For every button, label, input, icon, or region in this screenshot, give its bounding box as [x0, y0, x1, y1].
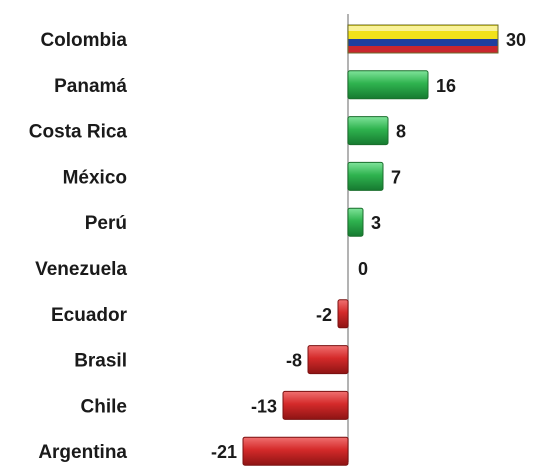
- category-label-colombia: Colombia: [40, 30, 127, 51]
- value-label-argentina: -21: [211, 442, 237, 462]
- category-label-argentina: Argentina: [38, 442, 127, 463]
- value-label-panama: 16: [436, 76, 456, 96]
- category-label-ecuador: Ecuador: [51, 305, 128, 326]
- category-label-brasil: Brasil: [74, 351, 127, 372]
- value-label-mexico: 7: [391, 167, 401, 187]
- value-label-costa-rica: 8: [396, 122, 406, 142]
- category-label-venezuela: Venezuela: [35, 259, 127, 280]
- bar-costa-rica: [347, 116, 389, 146]
- value-label-colombia: 30: [506, 30, 526, 50]
- value-label-venezuela: 0: [358, 259, 368, 279]
- value-label-ecuador: -2: [316, 305, 332, 325]
- bar-brasil: [307, 345, 349, 375]
- value-label-brasil: -8: [286, 351, 302, 371]
- bar-colombia: [347, 24, 499, 54]
- bar-chile: [282, 390, 349, 420]
- bar-panama: [347, 70, 429, 100]
- category-label-peru: Perú: [85, 213, 127, 234]
- bar-peru: [347, 207, 364, 237]
- category-label-chile: Chile: [81, 396, 127, 417]
- category-label-mexico: México: [63, 167, 127, 188]
- bar-mexico: [347, 161, 384, 191]
- bar-ecuador: [337, 299, 349, 329]
- category-label-costa-rica: Costa Rica: [29, 122, 128, 143]
- bar-argentina: [242, 436, 349, 466]
- category-label-panama: Panamá: [54, 76, 127, 97]
- value-label-chile: -13: [251, 396, 277, 416]
- value-label-peru: 3: [371, 213, 381, 233]
